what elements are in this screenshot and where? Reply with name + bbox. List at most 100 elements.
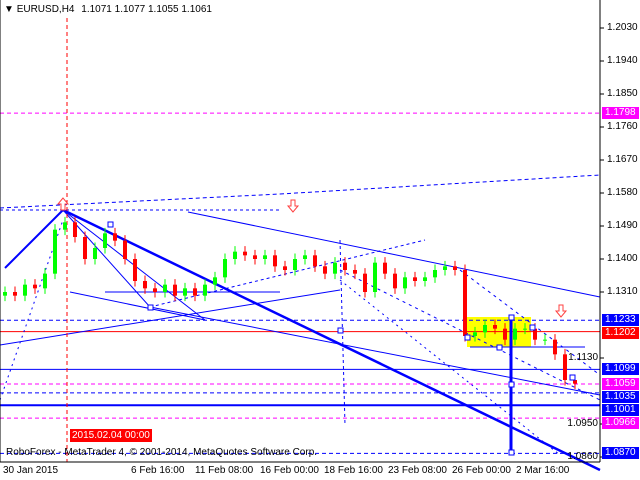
candle-body xyxy=(493,325,497,329)
candle-body xyxy=(443,266,447,270)
candle-body xyxy=(193,288,197,296)
candle-body xyxy=(123,240,127,259)
anchor-markers xyxy=(107,221,576,456)
candle-body xyxy=(213,277,217,285)
candle-body xyxy=(503,328,507,340)
candle-body xyxy=(453,266,457,270)
price-level-label: 1.1233 xyxy=(602,314,639,327)
arrow-down-icon xyxy=(286,199,300,213)
candle-body xyxy=(513,328,517,340)
price-tick: 1.1850 xyxy=(607,88,638,99)
time-tick: 18 Feb 16:00 xyxy=(324,465,383,476)
candle-body xyxy=(423,277,427,281)
candle-body xyxy=(243,251,247,256)
price-tick: 1.1760 xyxy=(607,121,638,132)
candle-body xyxy=(33,284,37,289)
candle-body xyxy=(373,262,377,292)
price-tick: 1.2030 xyxy=(607,22,638,33)
candle-body xyxy=(403,277,407,289)
candle-body xyxy=(303,255,307,259)
candles xyxy=(3,216,577,390)
price-level-label: 1.1001 xyxy=(602,404,639,417)
candle-body xyxy=(543,339,547,341)
candle-body xyxy=(393,273,397,289)
candle-body xyxy=(173,284,177,296)
candle-body xyxy=(3,292,7,296)
candle-body xyxy=(83,237,87,259)
price-tick: 1.1130 xyxy=(568,352,598,363)
candle-body xyxy=(323,266,327,274)
candle-body xyxy=(183,288,187,296)
candle-body xyxy=(523,328,527,330)
candle-body xyxy=(333,262,337,274)
candle-body xyxy=(573,380,577,384)
price-tick: 1.0950 xyxy=(567,418,598,429)
candle-body xyxy=(163,284,167,292)
price-tick: 1.0860 xyxy=(567,451,598,462)
price-tick: 1.1400 xyxy=(607,253,638,264)
price-level-label: 1.1798 xyxy=(602,107,639,120)
time-tick: 2 Mar 16:00 xyxy=(516,465,570,476)
candle-body xyxy=(383,262,387,274)
price-tick: 1.1310 xyxy=(607,286,638,297)
price-level-label: 1.0966 xyxy=(602,417,639,430)
candle-body xyxy=(23,284,27,296)
arrow-icons xyxy=(56,197,568,318)
candle-body xyxy=(73,222,77,237)
time-tick: 26 Feb 00:00 xyxy=(452,465,511,476)
candle-body xyxy=(233,251,237,259)
price-tick: 1.1940 xyxy=(607,55,638,66)
price-level-label: 1.1059 xyxy=(602,378,639,391)
candle-body xyxy=(273,255,277,267)
candle-body xyxy=(293,259,297,270)
candle-body xyxy=(133,259,137,281)
candle-body xyxy=(353,270,357,274)
candle-body xyxy=(153,288,157,292)
candle-body xyxy=(103,233,107,248)
arrow-up-icon xyxy=(56,197,70,211)
price-level-label: 1.1035 xyxy=(602,391,639,404)
candle-body xyxy=(433,270,437,278)
candle-body xyxy=(43,273,47,289)
time-tick: 23 Feb 08:00 xyxy=(388,465,447,476)
crosshair-time-label: 2015.02.04 00:00 xyxy=(70,429,152,442)
symbol-timeframe: EURUSD,H4 xyxy=(16,4,75,15)
candle-body xyxy=(263,255,267,259)
triangle-down-icon[interactable]: ▼ xyxy=(4,4,14,15)
price-tick: 1.1580 xyxy=(607,187,638,198)
arrow-down-icon xyxy=(554,304,568,318)
horizontal-levels xyxy=(0,112,600,454)
price-level-label: 1.0870 xyxy=(602,447,639,460)
candle-body xyxy=(343,262,347,270)
candle-body xyxy=(363,273,367,292)
candle-body xyxy=(223,259,227,278)
price-level-label: 1.1099 xyxy=(602,363,639,376)
time-tick: 16 Feb 00:00 xyxy=(260,465,319,476)
candle-body xyxy=(553,339,557,355)
chart-title: ▼ EURUSD,H4 1.1071 1.1077 1.1055 1.1061 xyxy=(4,4,212,15)
time-tick: 11 Feb 08:00 xyxy=(195,465,254,476)
price-tick: 1.1490 xyxy=(607,220,638,231)
candle-body xyxy=(53,229,57,274)
copyright-text: RoboForex - MetaTrader 4, © 2001-2014, M… xyxy=(6,447,318,458)
candle-body xyxy=(283,266,287,270)
candle-body xyxy=(563,354,567,380)
price-tick: 1.1670 xyxy=(607,154,638,165)
candle-body xyxy=(413,277,417,281)
time-tick: 30 Jan 2015 xyxy=(3,465,59,476)
candle-body xyxy=(533,328,537,340)
time-tick: 6 Feb 16:00 xyxy=(131,465,185,476)
candle-body xyxy=(463,270,467,336)
candle-body xyxy=(63,222,67,230)
price-level-label: 1.1202 xyxy=(602,327,639,340)
candle-body xyxy=(473,332,477,336)
candle-body xyxy=(203,284,207,296)
ohlc-values: 1.1071 1.1077 1.1055 1.1061 xyxy=(81,4,212,15)
candle-body xyxy=(483,325,487,333)
candle-body xyxy=(143,281,147,289)
candle-body xyxy=(93,248,97,259)
candle-body xyxy=(113,233,117,241)
candle-body xyxy=(253,255,257,259)
candle-body xyxy=(13,292,17,296)
